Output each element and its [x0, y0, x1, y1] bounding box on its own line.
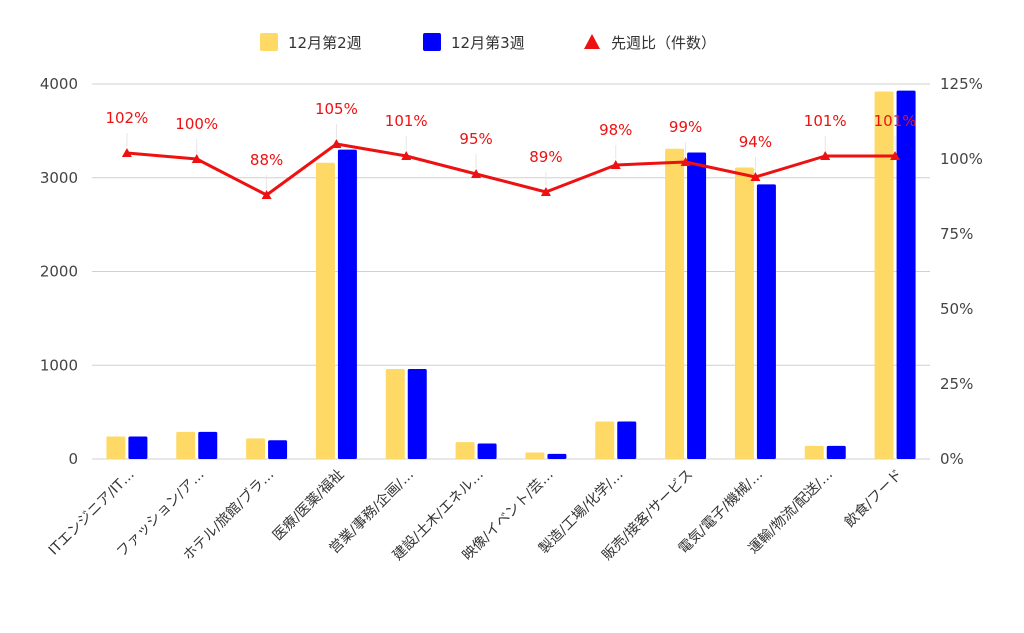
bar-week3 [337, 149, 357, 459]
right-y-tick-label: 75% [940, 225, 973, 243]
legend-swatch [260, 33, 278, 51]
right-y-tick-label: 50% [940, 300, 973, 318]
ratio-data-label: 101% [385, 112, 428, 130]
ratio-line [126, 142, 896, 197]
right-y-axis: 0% 25% 50% 75% 100% 125% [940, 75, 983, 468]
bar-week2 [734, 167, 754, 459]
x-axis-labels: ITエンジニア/IT…ファッション/ア…ホテル/旅館/ブラ…医療/医薬/福祉営業… [46, 466, 906, 564]
bar-series [106, 90, 916, 459]
legend: 12月第2週 12月第3週 先週比（件数） [260, 33, 716, 52]
bar-week2 [455, 442, 475, 459]
ratio-point [540, 187, 551, 196]
bar-week2 [246, 438, 266, 459]
ratio-point [401, 151, 412, 160]
bar-week3 [756, 184, 776, 459]
bar-week3 [547, 453, 567, 459]
right-y-tick-label: 25% [940, 375, 973, 393]
right-y-tick-label: 100% [940, 150, 983, 168]
left-y-tick-label: 3000 [40, 169, 78, 187]
bar-week3 [826, 445, 846, 459]
ratio-data-label: 102% [105, 109, 148, 127]
bar-week2 [874, 91, 894, 459]
bar-week3 [407, 369, 427, 459]
ratio-point [890, 151, 901, 160]
bar-week3 [617, 421, 637, 459]
legend-label: 12月第2週 [288, 34, 362, 52]
ratio-data-label: 105% [315, 100, 358, 118]
ratio-point [331, 139, 342, 148]
ratio-point [750, 172, 761, 181]
left-y-tick-label: 2000 [40, 263, 78, 281]
ratio-point [191, 154, 202, 163]
ratio-line-series [121, 139, 901, 199]
right-y-tick-label: 125% [940, 75, 983, 93]
legend-label: 12月第3週 [451, 34, 525, 52]
bar-week3 [268, 440, 288, 459]
ratio-point [471, 169, 482, 178]
ratio-data-label: 89% [529, 148, 562, 166]
bar-week2 [804, 445, 824, 459]
bar-week2 [106, 436, 126, 459]
legend-triangle-icon [584, 34, 600, 49]
ratio-point [680, 157, 691, 166]
left-y-axis: 0 1000 2000 3000 4000 [40, 75, 78, 468]
ratio-data-labels: 102% 100% 88% 105% 101% 95% 89% 98% 99% 94% 101% 10… [105, 100, 917, 189]
ratio-point [261, 190, 272, 199]
ratio-data-label: 101% [874, 112, 917, 130]
bar-week3 [687, 152, 707, 459]
x-category-label: 医療/医薬/福祉 [269, 466, 347, 544]
legend-swatch [423, 33, 441, 51]
ratio-data-label: 101% [804, 112, 847, 130]
bar-week3 [477, 443, 497, 459]
bar-week2 [525, 452, 545, 459]
ratio-data-label: 100% [175, 115, 218, 133]
left-y-tick-label: 4000 [40, 75, 78, 93]
left-y-tick-label: 1000 [40, 356, 78, 374]
ratio-data-label: 88% [250, 151, 283, 169]
left-y-tick-label: 0 [68, 450, 78, 468]
bar-week2 [385, 369, 405, 459]
bar-week2 [176, 431, 196, 459]
gridlines [92, 83, 930, 460]
ratio-data-label: 95% [459, 130, 492, 148]
bar-week2 [315, 162, 335, 459]
ratio-data-label: 94% [739, 133, 772, 151]
ratio-point [121, 148, 132, 157]
ratio-point [610, 160, 621, 169]
bar-week2 [595, 421, 615, 459]
bar-week2 [665, 148, 685, 459]
right-y-tick-label: 0% [940, 450, 964, 468]
bar-week3 [198, 431, 218, 459]
x-category-label: 飲食/フード [841, 466, 906, 531]
ratio-data-label: 98% [599, 121, 632, 139]
bar-week3 [896, 90, 916, 459]
ratio-data-label: 99% [669, 118, 702, 136]
legend-label: 先週比（件数） [611, 34, 716, 52]
ratio-point [820, 151, 831, 160]
bar-week3 [128, 436, 148, 459]
